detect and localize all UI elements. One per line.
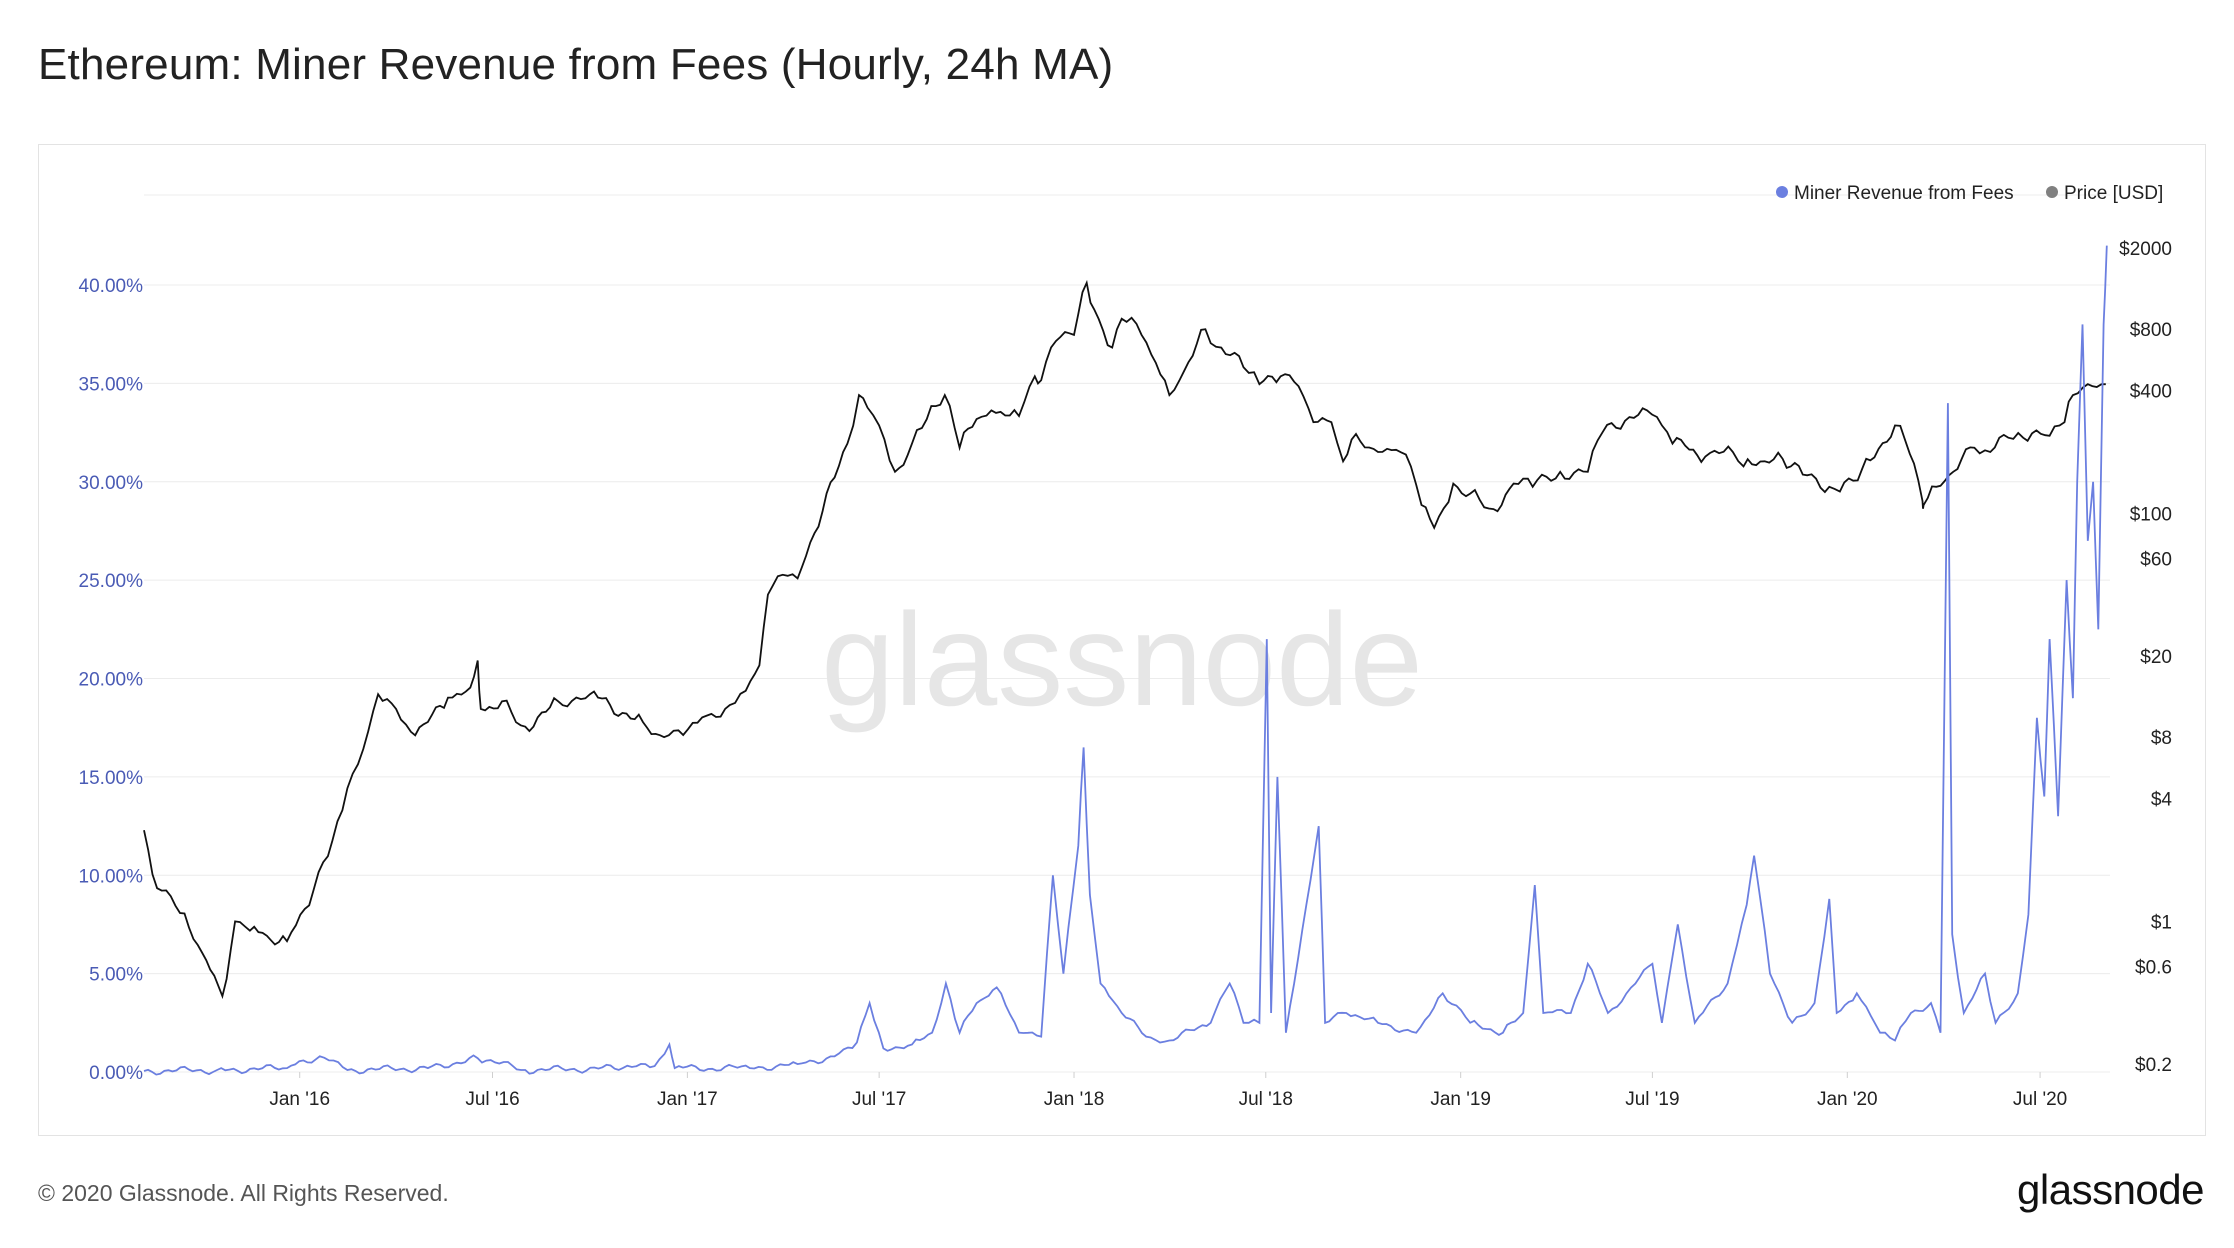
x-axis-tick-label: Jul '17 [852,1089,906,1110]
right-axis-tick-label: $0.6 [2135,958,2172,979]
right-axis-tick-label: $1 [2151,912,2172,933]
legend-fees-marker [1776,186,1788,198]
left-axis-tick-label: 10.00% [79,866,144,887]
x-axis-tick-label: Jan '18 [1044,1089,1105,1110]
watermark: glassnode [821,586,1423,733]
x-axis-tick-label: Jan '20 [1817,1089,1878,1110]
legend-price-marker [2046,186,2058,198]
right-axis-tick-label: $800 [2130,320,2172,341]
x-axis-tick-label: Jul '18 [1239,1089,1293,1110]
x-axis-ticks: Jan '16 Jul '16 Jan '17 Jul '17 Jan '18 Jul '… [269,1072,2067,1110]
grid-lines [144,194,2110,1073]
right-axis-tick-label: $0.2 [2135,1055,2172,1076]
left-axis-tick-label: 20.00% [79,670,144,691]
x-axis-tick-label: Jan '16 [269,1089,330,1110]
legend-item-fees[interactable]: Miner Revenue from Fees [1776,183,2014,204]
x-axis-tick-label: Jul '16 [465,1089,519,1110]
price-series-line [143,279,2106,1000]
legend-item-price[interactable]: Price [USD] [2046,183,2163,204]
legend: Miner Revenue from Fees Price [USD] [1776,183,2163,204]
right-axis-tick-label: $4 [2151,790,2173,811]
x-axis-tick-label: Jan '17 [657,1089,718,1110]
chart-frame [38,144,2206,1136]
glassnode-logo[interactable]: glassnode [2017,1166,2204,1213]
right-axis-tick-label: $20 [2140,647,2172,668]
x-axis-tick-label: Jul '20 [2013,1089,2067,1110]
right-axis-ticks: $0.2 $0.6 $1 $4 $8 $20 $60 $100 $400 $800 $2000 [2119,239,2172,1076]
left-axis-ticks: 0.00% 5.00% 10.00% 15.00% 20.00% 25.00% 30.00%… [79,276,144,1084]
left-axis-tick-label: 30.00% [79,473,144,494]
right-axis-tick-label: $100 [2130,504,2172,525]
x-axis-tick-label: Jul '19 [1625,1089,1679,1110]
left-axis-tick-label: 25.00% [79,571,144,592]
right-axis-tick-label: $8 [2151,728,2172,749]
x-axis-tick-label: Jan '19 [1430,1089,1491,1110]
left-axis-tick-label: 40.00% [79,276,144,297]
copyright-text: © 2020 Glassnode. All Rights Reserved. [38,1180,449,1206]
right-axis-tick-label: $400 [2130,382,2172,403]
left-axis-tick-label: 0.00% [89,1063,143,1084]
left-axis-tick-label: 5.00% [89,965,143,986]
page-title: Ethereum: Miner Revenue from Fees (Hourl… [38,40,1114,89]
fees-series-line [143,245,2108,1076]
right-axis-tick-label: $60 [2140,550,2172,571]
left-axis-tick-label: 15.00% [79,768,144,789]
legend-price-label: Price [USD] [2064,183,2163,204]
legend-fees-label: Miner Revenue from Fees [1794,183,2014,204]
right-axis-tick-label: $2000 [2119,239,2172,260]
left-axis-tick-label: 35.00% [79,374,144,395]
